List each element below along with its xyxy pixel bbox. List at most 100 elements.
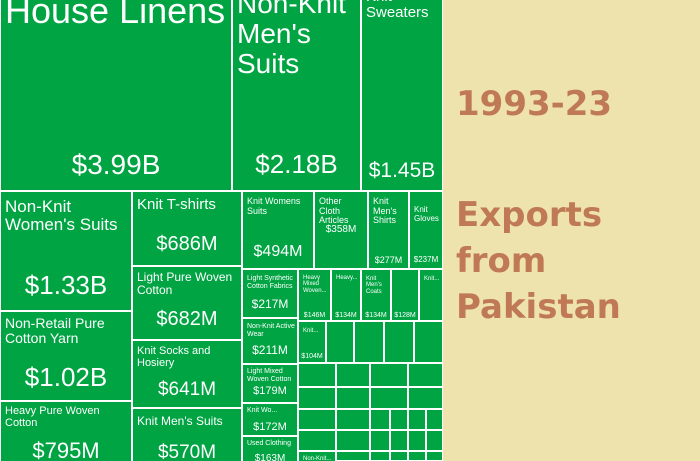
treemap-tile-small[interactable] xyxy=(370,409,390,430)
treemap-tile[interactable]: Non-Knit Active Wear $211M xyxy=(242,318,298,364)
tile-label: Knit T-shirts xyxy=(137,196,216,213)
treemap-tile[interactable]: Knit Gloves $237M xyxy=(409,191,443,269)
treemap-tile[interactable]: Heavy... $134M xyxy=(331,269,361,321)
treemap-tile[interactable]: Knit Men's Suits $570M xyxy=(132,408,242,461)
tile-label: Knit Socks and Hosiery xyxy=(137,345,211,369)
treemap-tile-small[interactable] xyxy=(408,387,443,409)
treemap-tile[interactable]: Knit... $104M xyxy=(298,321,326,363)
tile-label: Heavy Pure Woven Cotton xyxy=(5,405,100,429)
treemap-tile-small[interactable] xyxy=(336,387,370,409)
tile-label: Non-Retail Pure Cotton Yarn xyxy=(5,315,105,347)
tile-value: $795M xyxy=(32,438,100,461)
treemap-tile-small[interactable] xyxy=(408,430,426,451)
tile-value: $134M xyxy=(335,312,357,319)
treemap-tile[interactable]: Knit Men's Shirts $277M xyxy=(368,191,409,269)
tile-value: $494M xyxy=(253,243,303,260)
treemap-tile[interactable]: Heavy Pure Woven Cotton $795M xyxy=(0,401,132,461)
tile-value: $128M xyxy=(394,312,416,319)
treemap-tile-small[interactable] xyxy=(426,430,443,451)
treemap-tile[interactable]: Non-Knit Men's Suits $2.18B xyxy=(232,0,361,191)
treemap-tile[interactable]: Heavy Mixed Woven... $146M xyxy=(298,269,331,321)
tile-value: $570M xyxy=(157,442,217,461)
tile-label: Non-Knit Women's Suits xyxy=(5,197,118,235)
treemap-tile-small[interactable] xyxy=(370,387,408,409)
treemap-tile[interactable]: House Linens $3.99B xyxy=(0,0,232,191)
treemap-tile[interactable]: Light Mixed Woven Cotton $179M xyxy=(242,364,298,403)
tile-label: Knit... xyxy=(424,276,440,282)
treemap-tile-small[interactable] xyxy=(390,430,408,451)
treemap-tile[interactable]: Light Pure Woven Cotton $682M xyxy=(132,266,242,340)
treemap-tile-small[interactable] xyxy=(298,387,336,409)
tile-label: Heavy... xyxy=(336,275,358,281)
treemap-tile-small[interactable] xyxy=(298,409,336,430)
treemap-tile-small[interactable] xyxy=(390,451,408,461)
treemap-tile-small[interactable] xyxy=(408,409,426,430)
tile-value: $104M xyxy=(301,353,323,360)
tile-value: $211M xyxy=(252,343,288,357)
treemap-tile[interactable]: Non-Knit Women's Suits $1.33B xyxy=(0,191,132,311)
treemap-tile-small[interactable] xyxy=(408,363,443,387)
caption: Exports from Pakistan xyxy=(456,192,686,330)
tile-value: $358M xyxy=(325,224,357,235)
treemap-tile-small[interactable] xyxy=(414,321,443,363)
treemap-tile[interactable]: Knit Socks and Hosiery $641M xyxy=(132,340,242,408)
treemap-tile[interactable]: Knit Womens Suits $494M xyxy=(242,191,314,269)
tile-label: Light Pure Woven Cotton xyxy=(137,270,233,297)
treemap-tile-small[interactable] xyxy=(336,409,370,430)
treemap-tile-small[interactable] xyxy=(390,409,408,430)
treemap-tile-small[interactable] xyxy=(336,430,370,451)
treemap-tile-small[interactable] xyxy=(426,409,443,430)
treemap-tile[interactable]: Non-Knit... xyxy=(298,451,336,461)
tile-value: $217M xyxy=(251,297,289,311)
tile-value: $172M xyxy=(253,421,287,433)
tile-label: Non-Knit... xyxy=(303,456,332,461)
treemap-tile-small[interactable] xyxy=(408,451,426,461)
tile-value: $277M xyxy=(374,255,403,265)
tile-label: Light Synthetic Cotton Fabrics xyxy=(247,275,293,290)
treemap-tile-small[interactable] xyxy=(326,321,354,363)
treemap-tile[interactable]: Used Clothing $163M xyxy=(242,436,298,461)
treemap-tile[interactable]: Knit Wo... $172M xyxy=(242,403,298,436)
treemap-tile-small[interactable] xyxy=(370,363,408,387)
treemap-tile-small[interactable] xyxy=(370,430,390,451)
period-label: 1993-23 xyxy=(456,84,613,124)
treemap-tile[interactable]: Knit Men's Coats $134M xyxy=(361,269,391,321)
tile-label: Light Mixed Woven Cotton xyxy=(247,368,292,383)
tile-value: $1.33B xyxy=(24,270,108,300)
treemap-tile[interactable]: Other Cloth Articles $358M xyxy=(314,191,368,269)
tile-value: $163M xyxy=(254,453,286,461)
tile-label: Knit... xyxy=(303,328,319,334)
tile-label: Knit Wo... xyxy=(247,407,278,414)
treemap-tile[interactable]: Light Synthetic Cotton Fabrics $217M xyxy=(242,269,298,318)
treemap-tile-small[interactable] xyxy=(370,451,390,461)
treemap-tile-small[interactable] xyxy=(426,451,443,461)
caption-line-1: Exports xyxy=(456,195,603,235)
treemap-tile-small[interactable] xyxy=(384,321,414,363)
tile-label: Knit Gloves xyxy=(414,205,439,223)
tile-label: Knit Men's Suits xyxy=(137,414,223,428)
treemap-tile[interactable]: Knit... xyxy=(419,269,443,321)
treemap-tile-small[interactable] xyxy=(298,363,336,387)
tile-label: Knit Men's Coats xyxy=(366,276,382,295)
treemap-tile[interactable]: Knit T-shirts $686M xyxy=(132,191,242,266)
treemap-tile-small[interactable] xyxy=(298,430,336,451)
treemap-tile[interactable]: $128M xyxy=(391,269,419,321)
tile-value: $641M xyxy=(157,379,217,400)
treemap: House Linens $3.99B Non-Knit Men's Suits $2… xyxy=(0,0,443,461)
tile-value: $237M xyxy=(413,255,439,264)
treemap-tile-small[interactable] xyxy=(336,363,370,387)
treemap-tile[interactable]: Non-Retail Pure Cotton Yarn $1.02B xyxy=(0,311,132,401)
tile-value: $686M xyxy=(156,233,218,255)
caption-line-2: from xyxy=(456,241,547,281)
tile-label: Other Cloth Articles xyxy=(319,196,349,226)
caption-line-3: Pakistan xyxy=(456,287,621,327)
treemap-tile-small[interactable] xyxy=(354,321,384,363)
treemap-tile-small[interactable] xyxy=(336,451,370,461)
tile-label: Knit Womens Suits xyxy=(247,196,301,216)
tile-label: Knit Men's Shirts xyxy=(373,196,397,226)
treemap-tile[interactable]: Knit Sweaters $1.45B xyxy=(361,0,443,191)
tile-value: $1.02B xyxy=(24,362,108,392)
tile-label: Heavy Mixed Woven... xyxy=(303,275,327,294)
tile-value: $3.99B xyxy=(71,149,161,180)
tile-label: Knit Sweaters xyxy=(366,0,429,22)
